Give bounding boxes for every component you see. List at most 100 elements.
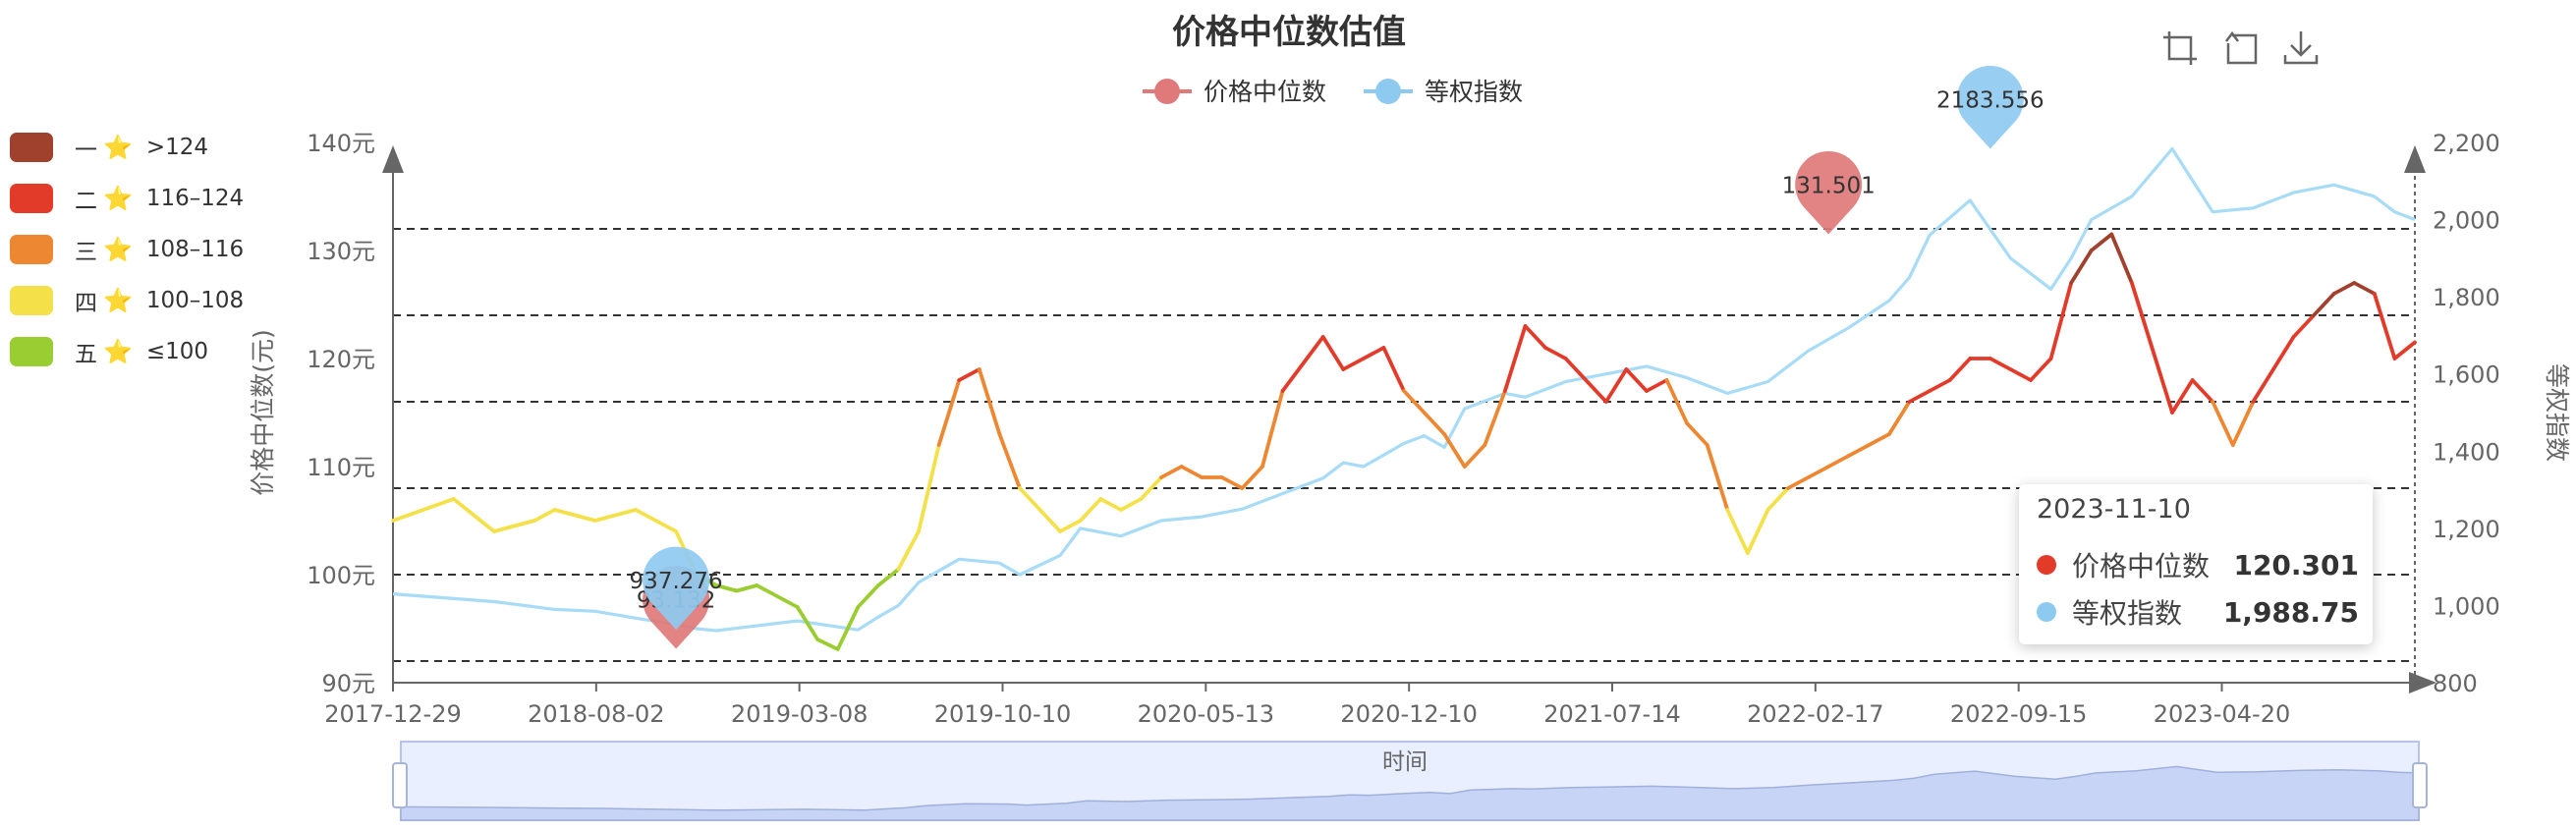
series-segment-price-median [1462, 443, 1487, 469]
zoom-handle-right [2412, 762, 2428, 808]
series-segment-price-median [856, 583, 880, 609]
right-tick-label: 1,400 [2433, 438, 2500, 466]
series-segment-price-median [1320, 335, 1346, 371]
series-segment-price-median [1118, 497, 1144, 512]
series-segment-price-median [634, 508, 679, 533]
x-tick-label: 2019-10-10 [934, 700, 1071, 728]
series-segment-price-median [1603, 367, 1629, 404]
series-segment-price-median [755, 583, 800, 609]
x-tick-label: 2020-12-10 [1340, 700, 1477, 728]
series-segment-price-median [1483, 389, 1507, 447]
download-icon[interactable] [2281, 28, 2321, 67]
series-segment-price-median [1098, 497, 1123, 512]
x-tick-label: 2022-09-15 [1950, 700, 2087, 728]
x-tick-label: 2018-08-02 [528, 700, 664, 728]
star-icon: ⭐ [103, 236, 133, 263]
series-segment-price-median [997, 432, 1022, 490]
series-segment-price-median [815, 637, 840, 651]
x-tick-label: 2019-03-08 [731, 700, 868, 728]
zoom-handle-left [392, 762, 408, 808]
series-segment-price-median [1725, 508, 1750, 555]
series-segment-price-median [1139, 475, 1163, 501]
series-segment-price-median [2312, 292, 2336, 317]
series-segment-price-median [2211, 400, 2235, 447]
series-segment-price-median [1806, 465, 1831, 479]
grade-swatch [10, 286, 53, 315]
series-segment-price-median [1988, 357, 2013, 371]
series-segment-price-median [1928, 378, 1952, 393]
series-segment-price-median [1563, 357, 1608, 404]
grade-swatch [10, 133, 53, 162]
left-tick-label: 100元 [307, 562, 375, 589]
left-axis-title: 价格中位数(元) [249, 329, 277, 496]
grade-legend-item[interactable]: 四 ⭐ 100–108 [10, 284, 244, 317]
series-segment-price-median [2069, 249, 2094, 285]
zoom-reset-icon[interactable] [2222, 28, 2262, 67]
grade-swatch [10, 235, 53, 264]
left-tick-label: 130元 [307, 238, 375, 265]
series-segment-price-median [1280, 335, 1325, 393]
series-segment-price-median [1442, 432, 1467, 469]
x-axis-title: 时间 [1382, 749, 1428, 775]
chart-title: 价格中位数估值 [1172, 13, 1406, 52]
series-segment-price-median [1422, 411, 1447, 436]
grade-label: 一 [75, 138, 97, 163]
series-segment-price-median [2372, 292, 2397, 360]
grade-label: 二 [75, 189, 97, 214]
zoom-icon[interactable] [2161, 28, 2201, 67]
series-segment-price-median [1543, 346, 1568, 360]
series-segment-price-median [2129, 281, 2155, 350]
series-segment-price-median [1018, 486, 1063, 533]
legend-marker [1375, 79, 1401, 104]
series-segment-price-median [936, 378, 962, 447]
grade-range-label: 100–108 [145, 288, 245, 313]
series-segment-price-median [2331, 281, 2357, 296]
tooltip-row: 价格中位数 120.301 [2037, 545, 2359, 584]
series-segment-price-median [1887, 400, 1912, 436]
pin-marker-price-median-label: 131.501 [1782, 173, 1876, 198]
grade-legend-item[interactable]: 二 ⭐ 116–124 [10, 182, 244, 215]
grade-label: 三 [75, 240, 97, 265]
tooltip-row: 等权指数 1,988.75 [2037, 592, 2359, 632]
grade-swatch [10, 337, 53, 366]
pin-marker-equal-weight [1956, 65, 2024, 149]
series-segment-price-median [1745, 508, 1770, 555]
grade-legend-item[interactable]: 三 ⭐ 108–116 [10, 233, 244, 266]
series-segment-price-median [2271, 335, 2296, 371]
grade-legend-item[interactable]: 一 ⭐ >124 [10, 131, 208, 164]
series-segment-price-median [1705, 443, 1730, 512]
series-segment-price-median [1523, 324, 1547, 350]
series-segment-price-median [714, 583, 739, 593]
grade-range-label: >124 [145, 135, 209, 160]
series-segment-price-median [1361, 346, 1386, 360]
series-segment-price-median [1381, 346, 1406, 393]
series-segment-price-median [451, 497, 496, 533]
x-tick-label: 2017-12-29 [324, 700, 461, 728]
pin-marker-equal-weight [643, 546, 710, 631]
series-segment-price-median [2048, 281, 2074, 360]
series-dot-icon [2037, 602, 2056, 622]
series-segment-price-median [1503, 324, 1528, 393]
left-tick-label: 110元 [307, 454, 375, 481]
tooltip-series-value: 1,988.75 [2222, 595, 2359, 629]
series-segment-price-median [491, 519, 536, 533]
series-segment-price-median [917, 443, 941, 533]
tooltip-series-value: 120.301 [2233, 548, 2359, 582]
series-segment-price-median [1402, 389, 1427, 415]
grade-label: 五 [75, 342, 97, 367]
series-segment-price-median [2109, 232, 2134, 285]
series-segment-price-median [2150, 346, 2174, 415]
right-axis-arrow [2404, 145, 2426, 173]
series-segment-price-median [592, 508, 638, 523]
series-segment-price-median [2170, 378, 2195, 415]
star-icon: ⭐ [103, 287, 133, 314]
grade-legend-item[interactable]: 五 ⭐ ≤100 [10, 335, 208, 368]
series-segment-price-median [835, 605, 861, 651]
series-dot-icon [2037, 555, 2056, 575]
legend-marker [1154, 79, 1180, 104]
right-tick-label: 800 [2433, 670, 2478, 697]
series-segment-price-median [532, 508, 557, 523]
right-tick-label: 1,000 [2433, 592, 2500, 620]
right-tick-label: 1,800 [2433, 284, 2500, 311]
series-segment-price-median [1907, 389, 1932, 404]
